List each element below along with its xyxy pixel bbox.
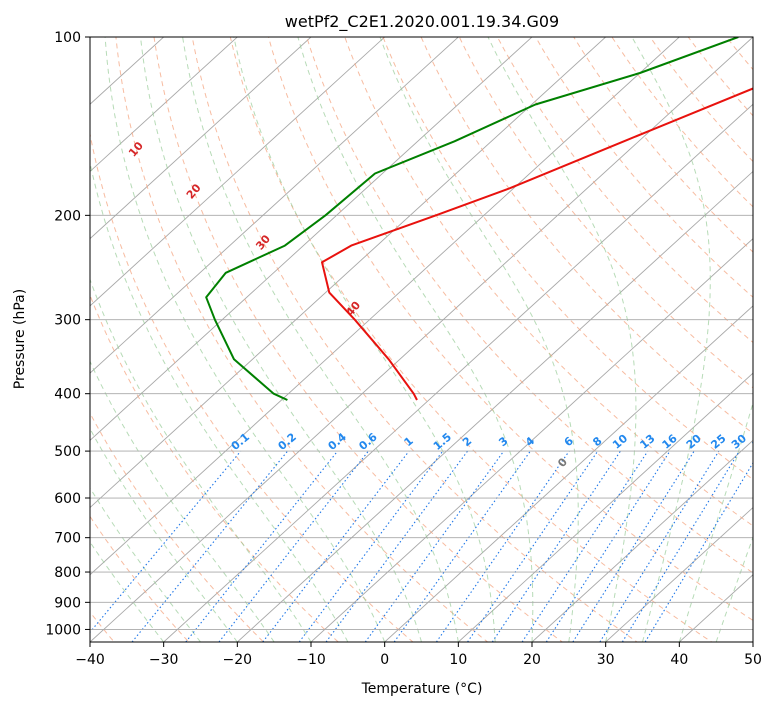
- x-tick-label: −20: [223, 652, 253, 668]
- plot-frame: [89, 36, 754, 643]
- x-tick-label: −30: [149, 652, 179, 668]
- dry-adiabat-line: [90, 515, 190, 642]
- isotherm-line: [90, 37, 753, 642]
- y-tick-label: 600: [54, 491, 81, 507]
- x-tick-label: 40: [670, 652, 688, 668]
- dry-adiabat-line: [90, 293, 339, 642]
- x-tick-label: 0: [380, 652, 389, 668]
- dry-adiabat-line: [267, 37, 753, 622]
- y-tick-label: 400: [54, 387, 81, 403]
- moist-adiabat-line: [90, 278, 312, 642]
- y-tick-label: 1000: [45, 622, 81, 638]
- dry-adiabat-line: [306, 37, 753, 574]
- dry-adiabat-line: [344, 37, 753, 527]
- chart-title: wetPf2_C2E1.2020.001.19.34.G09: [285, 12, 559, 32]
- mixing-ratio-line: [621, 450, 740, 642]
- y-tick-label: 700: [54, 531, 81, 547]
- moist-adiabat-line: [90, 160, 349, 642]
- isobar-lines: [90, 37, 753, 630]
- dry-adiabat-lines: [90, 37, 753, 642]
- y-tick-label: 100: [54, 30, 81, 46]
- isotherm-line: [162, 103, 753, 642]
- x-tick-label: −40: [75, 652, 105, 668]
- x-tick-label: −10: [296, 652, 326, 668]
- mixing-ratio-line: [185, 450, 339, 642]
- moist-adiabat-line: [90, 427, 238, 642]
- mixing-ratio-line: [364, 450, 505, 642]
- mixing-ratio-line: [599, 450, 720, 642]
- isotherm-line: [457, 372, 753, 642]
- moist-adiabat-line: [182, 37, 459, 642]
- mixing-ratio-lines: [90, 450, 753, 642]
- dry-adiabat-line: [458, 37, 753, 389]
- isotherm-line: [90, 37, 533, 441]
- moist-adiabat-line: [631, 37, 711, 642]
- mixing-ratio-line: [435, 450, 570, 642]
- moist-adiabat-line: [297, 37, 534, 642]
- x-tick-label: 10: [449, 652, 467, 668]
- dry-adiabat-line: [382, 37, 753, 481]
- isotherm-line: [90, 37, 681, 576]
- isotherm-line: [604, 506, 753, 642]
- isotherm-lines: [90, 37, 753, 642]
- moist-adiabat-line: [379, 37, 579, 642]
- mixing-ratio-line: [572, 450, 695, 642]
- dry-adiabat-line: [191, 37, 638, 642]
- isotherm-line: [531, 439, 753, 642]
- moist-adiabat-line: [233, 37, 496, 642]
- isotherm-line: [90, 37, 460, 374]
- mixing-ratio-line: [393, 450, 531, 642]
- y-tick-label: 900: [54, 595, 81, 611]
- y-tick-label: 500: [54, 444, 81, 460]
- x-tick-label: 50: [744, 652, 762, 668]
- plot-area: 0.10.20.40.611.5234681013162025303601020…: [90, 37, 770, 642]
- y-tick-label: 800: [54, 565, 81, 581]
- dry-adiabat-line: [229, 37, 713, 642]
- moist-adiabat-line: [487, 37, 637, 642]
- x-axis-label: Temperature (°C): [361, 681, 483, 697]
- isotherm-line: [383, 305, 753, 642]
- y-tick-label: 300: [54, 313, 81, 329]
- dry-adiabat-line: [496, 37, 753, 344]
- mixing-ratio-line: [262, 450, 410, 642]
- x-tick-label: 20: [523, 652, 541, 668]
- x-axis-ticks: −40 −30 −20 −10 0 10 20 30 40 50: [75, 642, 762, 668]
- mixing-ratio-line: [131, 450, 289, 642]
- mixing-ratio-label: 36: [750, 432, 770, 452]
- dry-adiabat-line: [90, 412, 265, 642]
- dry-adiabat-line: [90, 131, 414, 642]
- temperature-line: [321, 87, 753, 401]
- y-tick-label: 200: [54, 208, 81, 224]
- x-tick-label: 30: [597, 652, 615, 668]
- profile-series: [205, 37, 753, 401]
- moist-adiabat-lines: [90, 37, 753, 642]
- moist-adiabat-line: [90, 360, 275, 642]
- y-axis-label: Pressure (hPa): [12, 289, 28, 389]
- moist-adiabat-line: [139, 37, 422, 642]
- isotherm-line: [90, 37, 386, 307]
- moist-adiabat-line: [104, 37, 386, 642]
- moist-adiabat-line: [678, 401, 753, 642]
- mixing-ratio-line: [644, 461, 753, 642]
- mixing-ratio-line: [218, 450, 369, 642]
- isotherm-line: [236, 170, 753, 642]
- y-axis-ticks: 100 200 300 400 500 600 700 800 900 1000: [45, 30, 90, 638]
- mixing-ratio-line: [467, 450, 599, 642]
- isotherm-line: [90, 37, 312, 240]
- isotherm-line: [90, 37, 239, 173]
- isotherm-line: [310, 238, 753, 642]
- isotherm-line: [90, 37, 607, 509]
- dewpoint-line: [205, 37, 739, 401]
- mixing-ratio-line: [90, 450, 242, 634]
- dry-adiabat-line: [115, 37, 489, 642]
